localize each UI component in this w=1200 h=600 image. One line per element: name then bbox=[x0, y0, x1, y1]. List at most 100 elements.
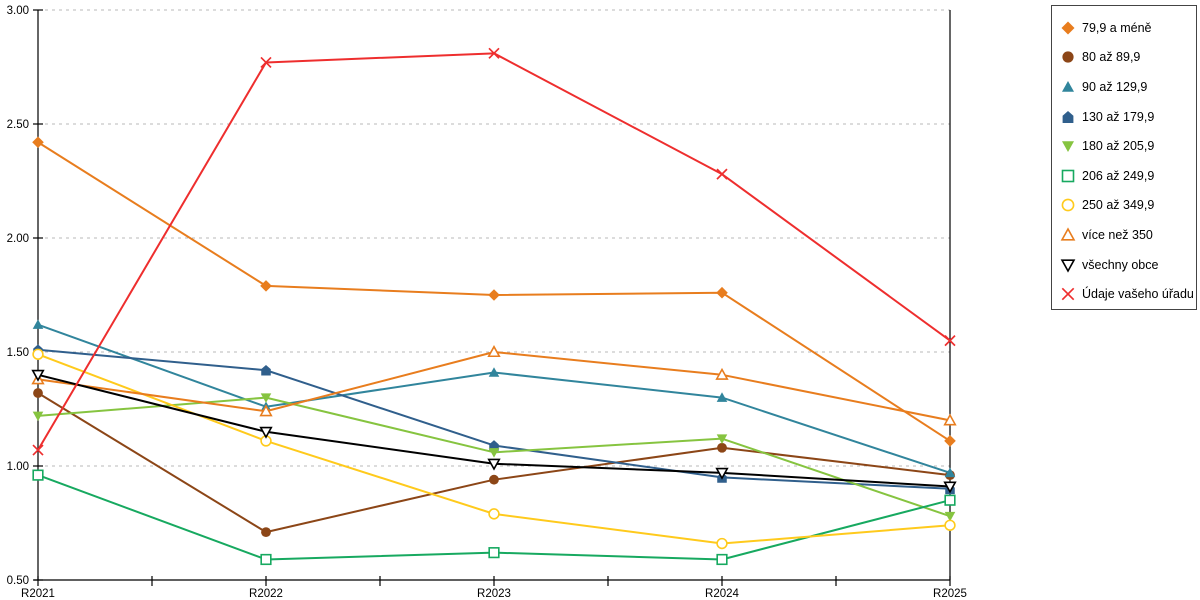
y-tick-label: 2.00 bbox=[7, 233, 29, 245]
diamond-marker-icon bbox=[1061, 21, 1075, 35]
legend-triangle-down-icon bbox=[1060, 258, 1076, 273]
square-marker-icon bbox=[716, 553, 728, 566]
data-point bbox=[716, 286, 728, 299]
triangle-down-marker-icon bbox=[716, 434, 728, 444]
circle-marker-icon bbox=[944, 519, 956, 531]
data-point bbox=[259, 426, 273, 439]
y-tick-label: 0.50 bbox=[7, 575, 29, 587]
triangle-down-marker-icon bbox=[715, 467, 729, 480]
y-tick-label: 3.00 bbox=[7, 5, 29, 17]
triangle-down-marker-icon bbox=[32, 411, 44, 422]
diamond-marker-icon bbox=[32, 136, 44, 149]
legend-label: Údaje vašeho úřadu bbox=[1082, 287, 1194, 302]
data-point bbox=[487, 458, 501, 471]
circle-marker-icon bbox=[32, 348, 44, 360]
triangle-down-marker-icon bbox=[488, 448, 500, 458]
x-tick-label: R2025 bbox=[933, 588, 967, 600]
data-point bbox=[260, 393, 272, 403]
data-point bbox=[944, 519, 956, 531]
data-point bbox=[31, 369, 45, 382]
data-point bbox=[716, 537, 728, 550]
legend-label: více než 350 bbox=[1082, 227, 1153, 242]
data-point bbox=[716, 553, 728, 566]
circle-marker-icon bbox=[261, 527, 271, 538]
pentagon-marker-icon bbox=[261, 364, 271, 376]
circle-marker-icon bbox=[488, 508, 500, 520]
triangle-down-marker-icon bbox=[944, 511, 956, 522]
data-point bbox=[943, 413, 957, 426]
data-point bbox=[716, 168, 728, 180]
triangle-up-marker-icon bbox=[487, 345, 501, 358]
data-point bbox=[944, 334, 956, 347]
triangle-down-marker-icon bbox=[1062, 141, 1074, 153]
data-point bbox=[716, 434, 728, 444]
data-point bbox=[260, 56, 272, 69]
legend-item: 250 až 349,9 bbox=[1060, 191, 1192, 219]
triangle-down-marker-icon bbox=[259, 426, 273, 439]
circle-marker-icon bbox=[717, 442, 727, 453]
data-point bbox=[944, 511, 956, 522]
legend-pentagon-icon bbox=[1062, 110, 1074, 123]
y-tick-label: 1.50 bbox=[7, 347, 29, 359]
triangle-down-marker-icon bbox=[260, 393, 272, 403]
legend-triangle-down-icon bbox=[1062, 141, 1074, 153]
y-tick-label: 2.50 bbox=[7, 119, 29, 131]
diamond-marker-icon bbox=[716, 286, 728, 299]
line-chart: 0.50 1.00 1.50 2.00 2.50 3.00 R2021 R2022 R2023 R… bbox=[7, 5, 967, 600]
triangle-up-marker-icon bbox=[1060, 227, 1076, 241]
legend-item: 80 až 89,9 bbox=[1060, 43, 1192, 71]
x-tick-label: R2024 bbox=[705, 588, 739, 600]
data-point bbox=[32, 136, 44, 149]
data-point bbox=[32, 469, 44, 481]
data-point bbox=[260, 280, 272, 292]
square-marker-icon bbox=[32, 469, 44, 481]
triangle-up-marker-icon bbox=[1062, 80, 1074, 92]
legend-label: 250 až 349,9 bbox=[1082, 198, 1155, 213]
triangle-down-marker-icon bbox=[943, 481, 957, 494]
x-marker-icon bbox=[944, 334, 956, 347]
triangle-up-marker-icon bbox=[32, 319, 44, 329]
legend-label: 90 až 129,9 bbox=[1082, 79, 1148, 94]
legend-item: Údaje vašeho úřadu bbox=[1060, 280, 1194, 308]
circle-marker-icon bbox=[1061, 198, 1075, 212]
data-point bbox=[259, 404, 273, 417]
data-point bbox=[715, 467, 729, 480]
data-point bbox=[488, 367, 500, 377]
data-point bbox=[32, 444, 44, 456]
data-point bbox=[944, 494, 956, 506]
triangle-up-marker-icon bbox=[488, 367, 500, 377]
triangle-down-marker-icon bbox=[1060, 258, 1076, 273]
triangle-up-marker-icon bbox=[259, 404, 273, 417]
triangle-up-marker-icon bbox=[716, 392, 728, 402]
legend-circle-icon bbox=[1062, 51, 1074, 63]
legend-square-icon bbox=[1061, 169, 1075, 183]
square-marker-icon bbox=[260, 553, 272, 566]
triangle-down-marker-icon bbox=[31, 369, 45, 382]
legend-item: 206 až 249,9 bbox=[1060, 162, 1192, 190]
legend-item: více než 350 bbox=[1060, 221, 1192, 249]
data-point bbox=[488, 289, 500, 301]
legend-x-icon bbox=[1061, 287, 1075, 301]
circle-marker-icon bbox=[716, 537, 728, 550]
data-point bbox=[489, 474, 499, 485]
chart-legend: 79,9 a méně 80 až 89,9 90 až 129,9 130 až 1… bbox=[1051, 5, 1197, 310]
x-marker-icon bbox=[260, 56, 272, 69]
triangle-up-marker-icon bbox=[944, 467, 956, 478]
legend-label: 80 až 89,9 bbox=[1082, 50, 1141, 65]
data-point bbox=[260, 553, 272, 566]
data-point bbox=[488, 47, 500, 59]
legend-item: 79,9 a méně bbox=[1060, 14, 1192, 42]
y-tick-label: 1.00 bbox=[7, 461, 29, 473]
data-point bbox=[715, 367, 729, 380]
triangle-up-marker-icon bbox=[715, 367, 729, 380]
data-point bbox=[944, 467, 956, 478]
data-point bbox=[33, 388, 43, 398]
x-marker-icon bbox=[32, 444, 44, 456]
legend-item: všechny obce bbox=[1060, 251, 1192, 279]
legend-label: 130 až 179,9 bbox=[1082, 109, 1155, 124]
legend-label: všechny obce bbox=[1082, 257, 1159, 272]
circle-marker-icon bbox=[489, 474, 499, 485]
square-marker-icon bbox=[488, 547, 500, 559]
diamond-marker-icon bbox=[488, 289, 500, 301]
